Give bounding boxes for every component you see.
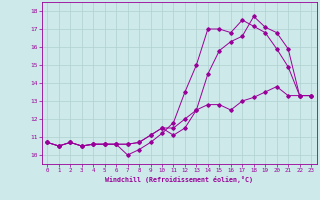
X-axis label: Windchill (Refroidissement éolien,°C): Windchill (Refroidissement éolien,°C) — [105, 176, 253, 183]
